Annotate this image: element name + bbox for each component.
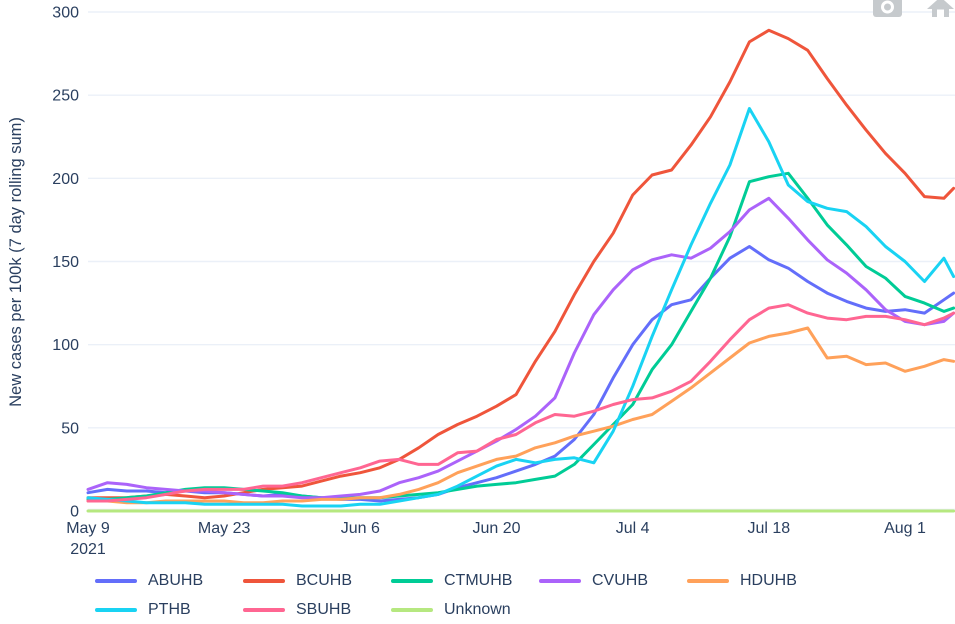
y-tick-50: 50 [61, 420, 79, 437]
y-axis-title: New cases per 100k (7 day rolling sum) [7, 117, 25, 407]
series-line-hduhb[interactable] [86, 326, 955, 505]
legend-label: PTHB [148, 600, 191, 618]
series-line-sbuhb[interactable] [86, 303, 955, 503]
legend-item-sbuhb[interactable]: SBUHB [243, 595, 391, 624]
x-tick-aug-1: Aug 1 [884, 520, 926, 537]
legend-item-cvuhb[interactable]: CVUHB [539, 566, 687, 595]
line-chart-plot: 0 50 100 150 200 250 300 May 9 2021 May 23 Jun 6 J… [7, 0, 955, 558]
legend-swatch-bcuhb [243, 578, 285, 583]
legend-label: SBUHB [296, 600, 352, 618]
camera-icon[interactable] [873, 0, 902, 17]
y-tick-250: 250 [52, 88, 79, 105]
series-line-ctmuhb[interactable] [86, 171, 955, 501]
y-axis-tick-labels: 0 50 100 150 200 250 300 [52, 5, 79, 521]
legend-item-abuhb[interactable]: ABUHB [95, 566, 243, 595]
legend-item-ctmuhb[interactable]: CTMUHB [391, 566, 539, 595]
legend-swatch-ctmuhb [391, 578, 433, 583]
legend-swatch-abuhb [95, 578, 137, 583]
legend-swatch-sbuhb [243, 607, 285, 612]
chart-legend: ABUHB BCUHB CTMUHB CVUHB HDUHB PTHB SBUHB Unkno… [95, 566, 855, 624]
x-tick-jul-18: Jul 18 [747, 520, 790, 537]
x-tick-jun-20: Jun 20 [472, 520, 520, 537]
x-tick-may-23: May 23 [198, 520, 251, 537]
series-line-pthb[interactable] [86, 107, 955, 508]
x-tick-may-9: May 9 [66, 520, 110, 537]
x-tick-year: 2021 [70, 541, 106, 558]
legend-swatch-pthb [95, 607, 137, 612]
legend-item-unknown[interactable]: Unknown [391, 595, 539, 624]
x-tick-jun-6: Jun 6 [341, 520, 380, 537]
legend-item-hduhb[interactable]: HDUHB [687, 566, 835, 595]
legend-swatch-hduhb [687, 578, 729, 583]
legend-label: BCUHB [296, 571, 353, 589]
legend-label: CTMUHB [444, 571, 513, 589]
y-tick-150: 150 [52, 254, 79, 271]
x-tick-jul-4: Jul 4 [616, 520, 650, 537]
x-axis-tick-labels: May 9 2021 May 23 Jun 6 Jun 20 Jul 4 Jul 18 Aug… [66, 520, 926, 558]
legend-swatch-cvuhb [539, 578, 581, 583]
legend-label: CVUHB [592, 571, 649, 589]
legend-item-bcuhb[interactable]: BCUHB [243, 566, 391, 595]
legend-label: ABUHB [148, 571, 204, 589]
series-line-cvuhb[interactable] [86, 196, 955, 500]
legend-swatch-unknown [391, 607, 433, 612]
modebar [873, 0, 954, 17]
legend-item-pthb[interactable]: PTHB [95, 595, 243, 624]
home-icon[interactable] [927, 0, 954, 17]
horizontal-gridlines [88, 11, 955, 429]
legend-label: HDUHB [740, 571, 797, 589]
y-tick-200: 200 [52, 171, 79, 188]
legend-label: Unknown [444, 600, 511, 618]
y-tick-100: 100 [52, 337, 79, 354]
y-tick-0: 0 [70, 504, 79, 521]
y-tick-300: 300 [52, 5, 79, 22]
data-series-lines[interactable] [86, 28, 955, 513]
series-line-abuhb[interactable] [86, 245, 955, 503]
